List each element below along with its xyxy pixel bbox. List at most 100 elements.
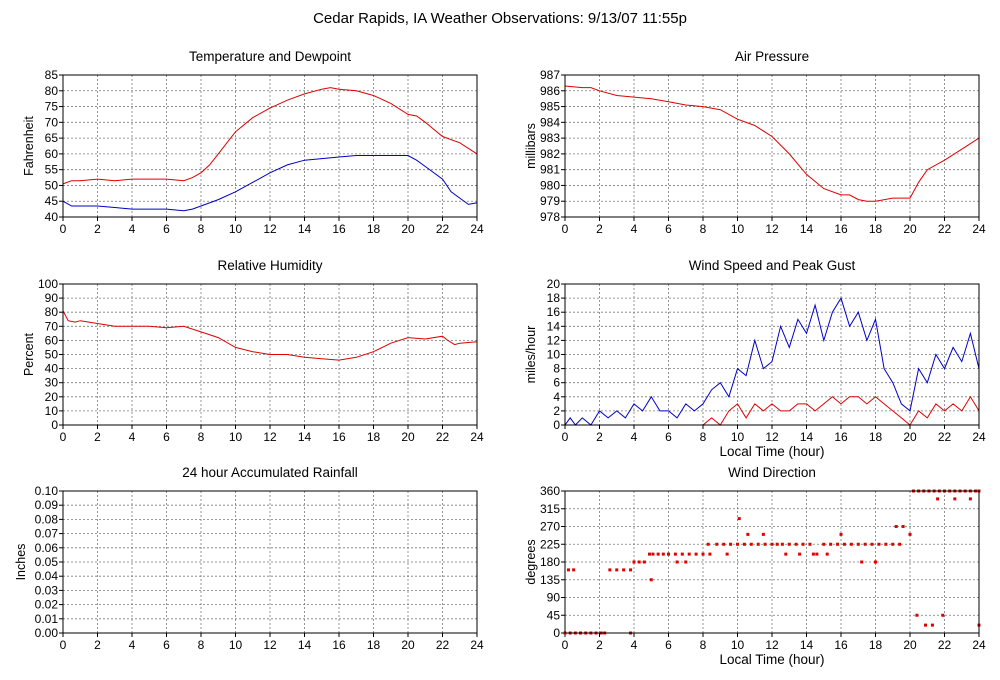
y-tick-label: 70 xyxy=(45,115,59,129)
y-tick-label: 60 xyxy=(45,147,59,161)
data-point xyxy=(649,578,653,582)
data-point xyxy=(860,560,864,564)
data-point xyxy=(680,552,684,556)
data-point xyxy=(675,560,679,564)
x-tick-label: 4 xyxy=(631,430,638,444)
y-tick-label: 4 xyxy=(553,390,560,404)
x-tick-label: 24 xyxy=(470,430,484,444)
y-tick-label: 180 xyxy=(540,555,560,569)
page-title: Cedar Rapids, IA Weather Observations: 9… xyxy=(313,10,687,27)
data-point xyxy=(737,517,741,521)
y-tick-label: 6 xyxy=(553,376,560,390)
y-tick-label: 0.01 xyxy=(35,612,59,626)
grid xyxy=(59,490,478,637)
data-point xyxy=(808,542,812,546)
data-point xyxy=(908,532,912,536)
y-tick-label: 20 xyxy=(547,277,561,291)
data-point xyxy=(651,552,655,556)
data-point xyxy=(775,542,779,546)
data-point xyxy=(968,497,972,501)
y-axis-label: millibars xyxy=(524,123,538,169)
x-tick-label: 14 xyxy=(298,222,312,236)
y-tick-label: 0.02 xyxy=(35,598,59,612)
y-tick-label: 90 xyxy=(45,291,59,305)
y-tick-label: 981 xyxy=(540,163,560,177)
y-tick-label: 0 xyxy=(51,418,58,432)
data-point xyxy=(798,552,802,556)
y-tick-label: 40 xyxy=(45,210,59,224)
data-point xyxy=(673,552,677,556)
series-line-0 xyxy=(564,296,980,426)
plot-frame xyxy=(62,74,478,218)
data-point xyxy=(863,542,867,546)
y-tick-label: 30 xyxy=(45,376,59,390)
x-tick-label: 20 xyxy=(903,430,917,444)
x-tick-label: 4 xyxy=(129,222,136,236)
x-tick-label: 0 xyxy=(60,638,67,652)
data-point xyxy=(842,542,846,546)
y-tick-label: 225 xyxy=(540,537,560,551)
data-point xyxy=(815,552,819,556)
x-tick-label: 0 xyxy=(562,638,569,652)
y-tick-label: 360 xyxy=(540,484,560,498)
x-tick-label: 8 xyxy=(198,638,205,652)
data-point xyxy=(566,568,570,572)
x-tick-label: 16 xyxy=(834,638,848,652)
x-tick-label: 0 xyxy=(60,430,67,444)
x-tick-label: 24 xyxy=(972,222,986,236)
x-tick-label: 14 xyxy=(298,638,312,652)
plot-frame xyxy=(564,283,980,426)
x-tick-label: 16 xyxy=(332,222,346,236)
plot-frame xyxy=(62,283,478,426)
x-tick-label: 8 xyxy=(700,430,707,444)
x-tick-label: 14 xyxy=(800,638,814,652)
plot-frame xyxy=(564,74,980,218)
x-tick-label: 8 xyxy=(700,222,707,236)
data-point xyxy=(742,542,746,546)
data-point xyxy=(684,560,688,564)
x-tick-label: 20 xyxy=(401,222,415,236)
x-tick-label: 18 xyxy=(367,638,381,652)
plot-frame xyxy=(564,490,980,634)
y-axis-label: Percent xyxy=(22,332,36,376)
data-point xyxy=(572,568,576,572)
x-tick-label: 10 xyxy=(229,638,243,652)
x-tick-label: 12 xyxy=(765,222,779,236)
y-tick-label: 987 xyxy=(540,68,560,82)
data-point xyxy=(825,552,829,556)
y-tick-label: 80 xyxy=(45,84,59,98)
data-point xyxy=(891,542,895,546)
y-tick-label: 2 xyxy=(553,404,560,418)
data-point xyxy=(725,552,729,556)
data-point xyxy=(694,552,698,556)
data-point xyxy=(761,532,765,536)
data-point xyxy=(770,542,774,546)
x-tick-label: 22 xyxy=(436,222,450,236)
data-point xyxy=(708,552,712,556)
data-point xyxy=(784,552,788,556)
series-line-1 xyxy=(62,155,478,212)
data-point xyxy=(839,532,843,536)
x-tick-label: 24 xyxy=(470,222,484,236)
x-tick-label: 16 xyxy=(332,638,346,652)
data-point xyxy=(656,552,660,556)
data-point xyxy=(687,552,691,556)
x-tick-label: 0 xyxy=(60,222,67,236)
y-tick-label: 0 xyxy=(553,626,560,640)
y-tick-label: 18 xyxy=(547,291,561,305)
x-tick-label: 16 xyxy=(332,430,346,444)
x-tick-label: 12 xyxy=(263,222,277,236)
x-tick-label: 20 xyxy=(401,638,415,652)
data-point xyxy=(870,542,874,546)
y-axis-label: miles/hour xyxy=(524,326,538,384)
x-axis-label: Local Time (hour) xyxy=(719,444,824,459)
data-point xyxy=(898,542,902,546)
y-tick-label: 60 xyxy=(45,333,59,347)
data-point xyxy=(801,542,805,546)
